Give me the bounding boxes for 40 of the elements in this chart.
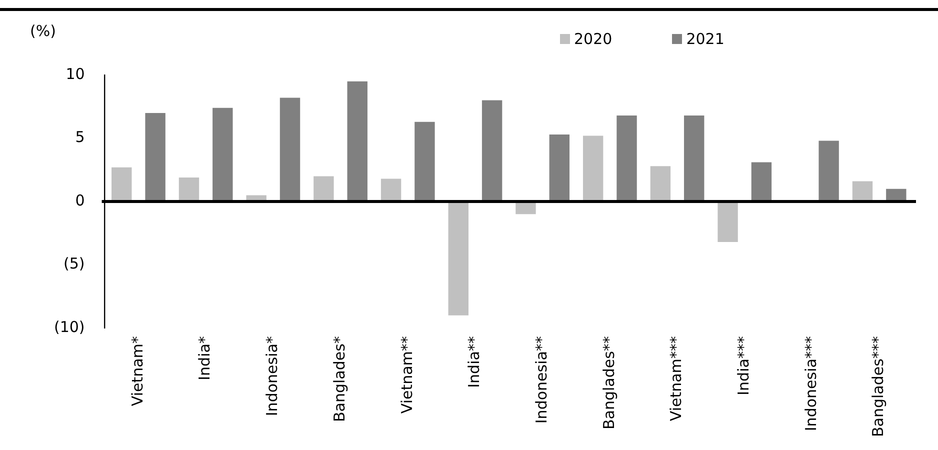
bar — [280, 98, 300, 202]
bar — [684, 115, 704, 202]
y-tick-label: 0 — [75, 191, 85, 210]
y-axis-title: (%) — [30, 22, 56, 40]
legend-label: 2020 — [573, 30, 612, 48]
x-tick-label: Banglades** — [600, 336, 618, 430]
x-tick-label: Vietnam** — [398, 336, 416, 414]
bar — [650, 166, 671, 202]
x-tick-label: Indonesia* — [263, 336, 282, 416]
y-tick-label: (10) — [54, 318, 85, 336]
x-tick-label: India* — [196, 336, 214, 380]
bar — [347, 81, 368, 202]
x-tick-label: India** — [465, 336, 484, 388]
bar — [380, 178, 402, 202]
x-tick-label: Banglades* — [330, 336, 348, 422]
bar — [178, 177, 200, 202]
x-tick-label: Vietnam* — [128, 336, 146, 406]
bar — [448, 202, 468, 316]
bar — [751, 162, 772, 202]
bar — [145, 112, 166, 202]
x-tick-label: Banglades*** — [869, 336, 888, 437]
bar — [852, 181, 873, 202]
y-tick-label: (5) — [64, 254, 85, 273]
bar — [582, 136, 604, 202]
bar — [414, 122, 435, 202]
bar — [818, 140, 839, 202]
x-tick-label: Indonesia** — [532, 336, 550, 424]
bar — [549, 134, 570, 202]
x-tick-label: India*** — [734, 336, 753, 396]
bar — [482, 100, 502, 202]
y-tick-label: 5 — [75, 128, 85, 146]
bar — [112, 167, 132, 202]
y-tick-label: 10 — [66, 64, 85, 83]
x-tick-label: Vietnam*** — [667, 336, 686, 422]
x-tick-label: Indonesia*** — [802, 336, 820, 432]
bar — [616, 115, 637, 202]
bar — [212, 108, 233, 202]
legend-label: 2021 — [685, 30, 724, 48]
bar — [314, 176, 334, 202]
bar — [718, 202, 738, 242]
